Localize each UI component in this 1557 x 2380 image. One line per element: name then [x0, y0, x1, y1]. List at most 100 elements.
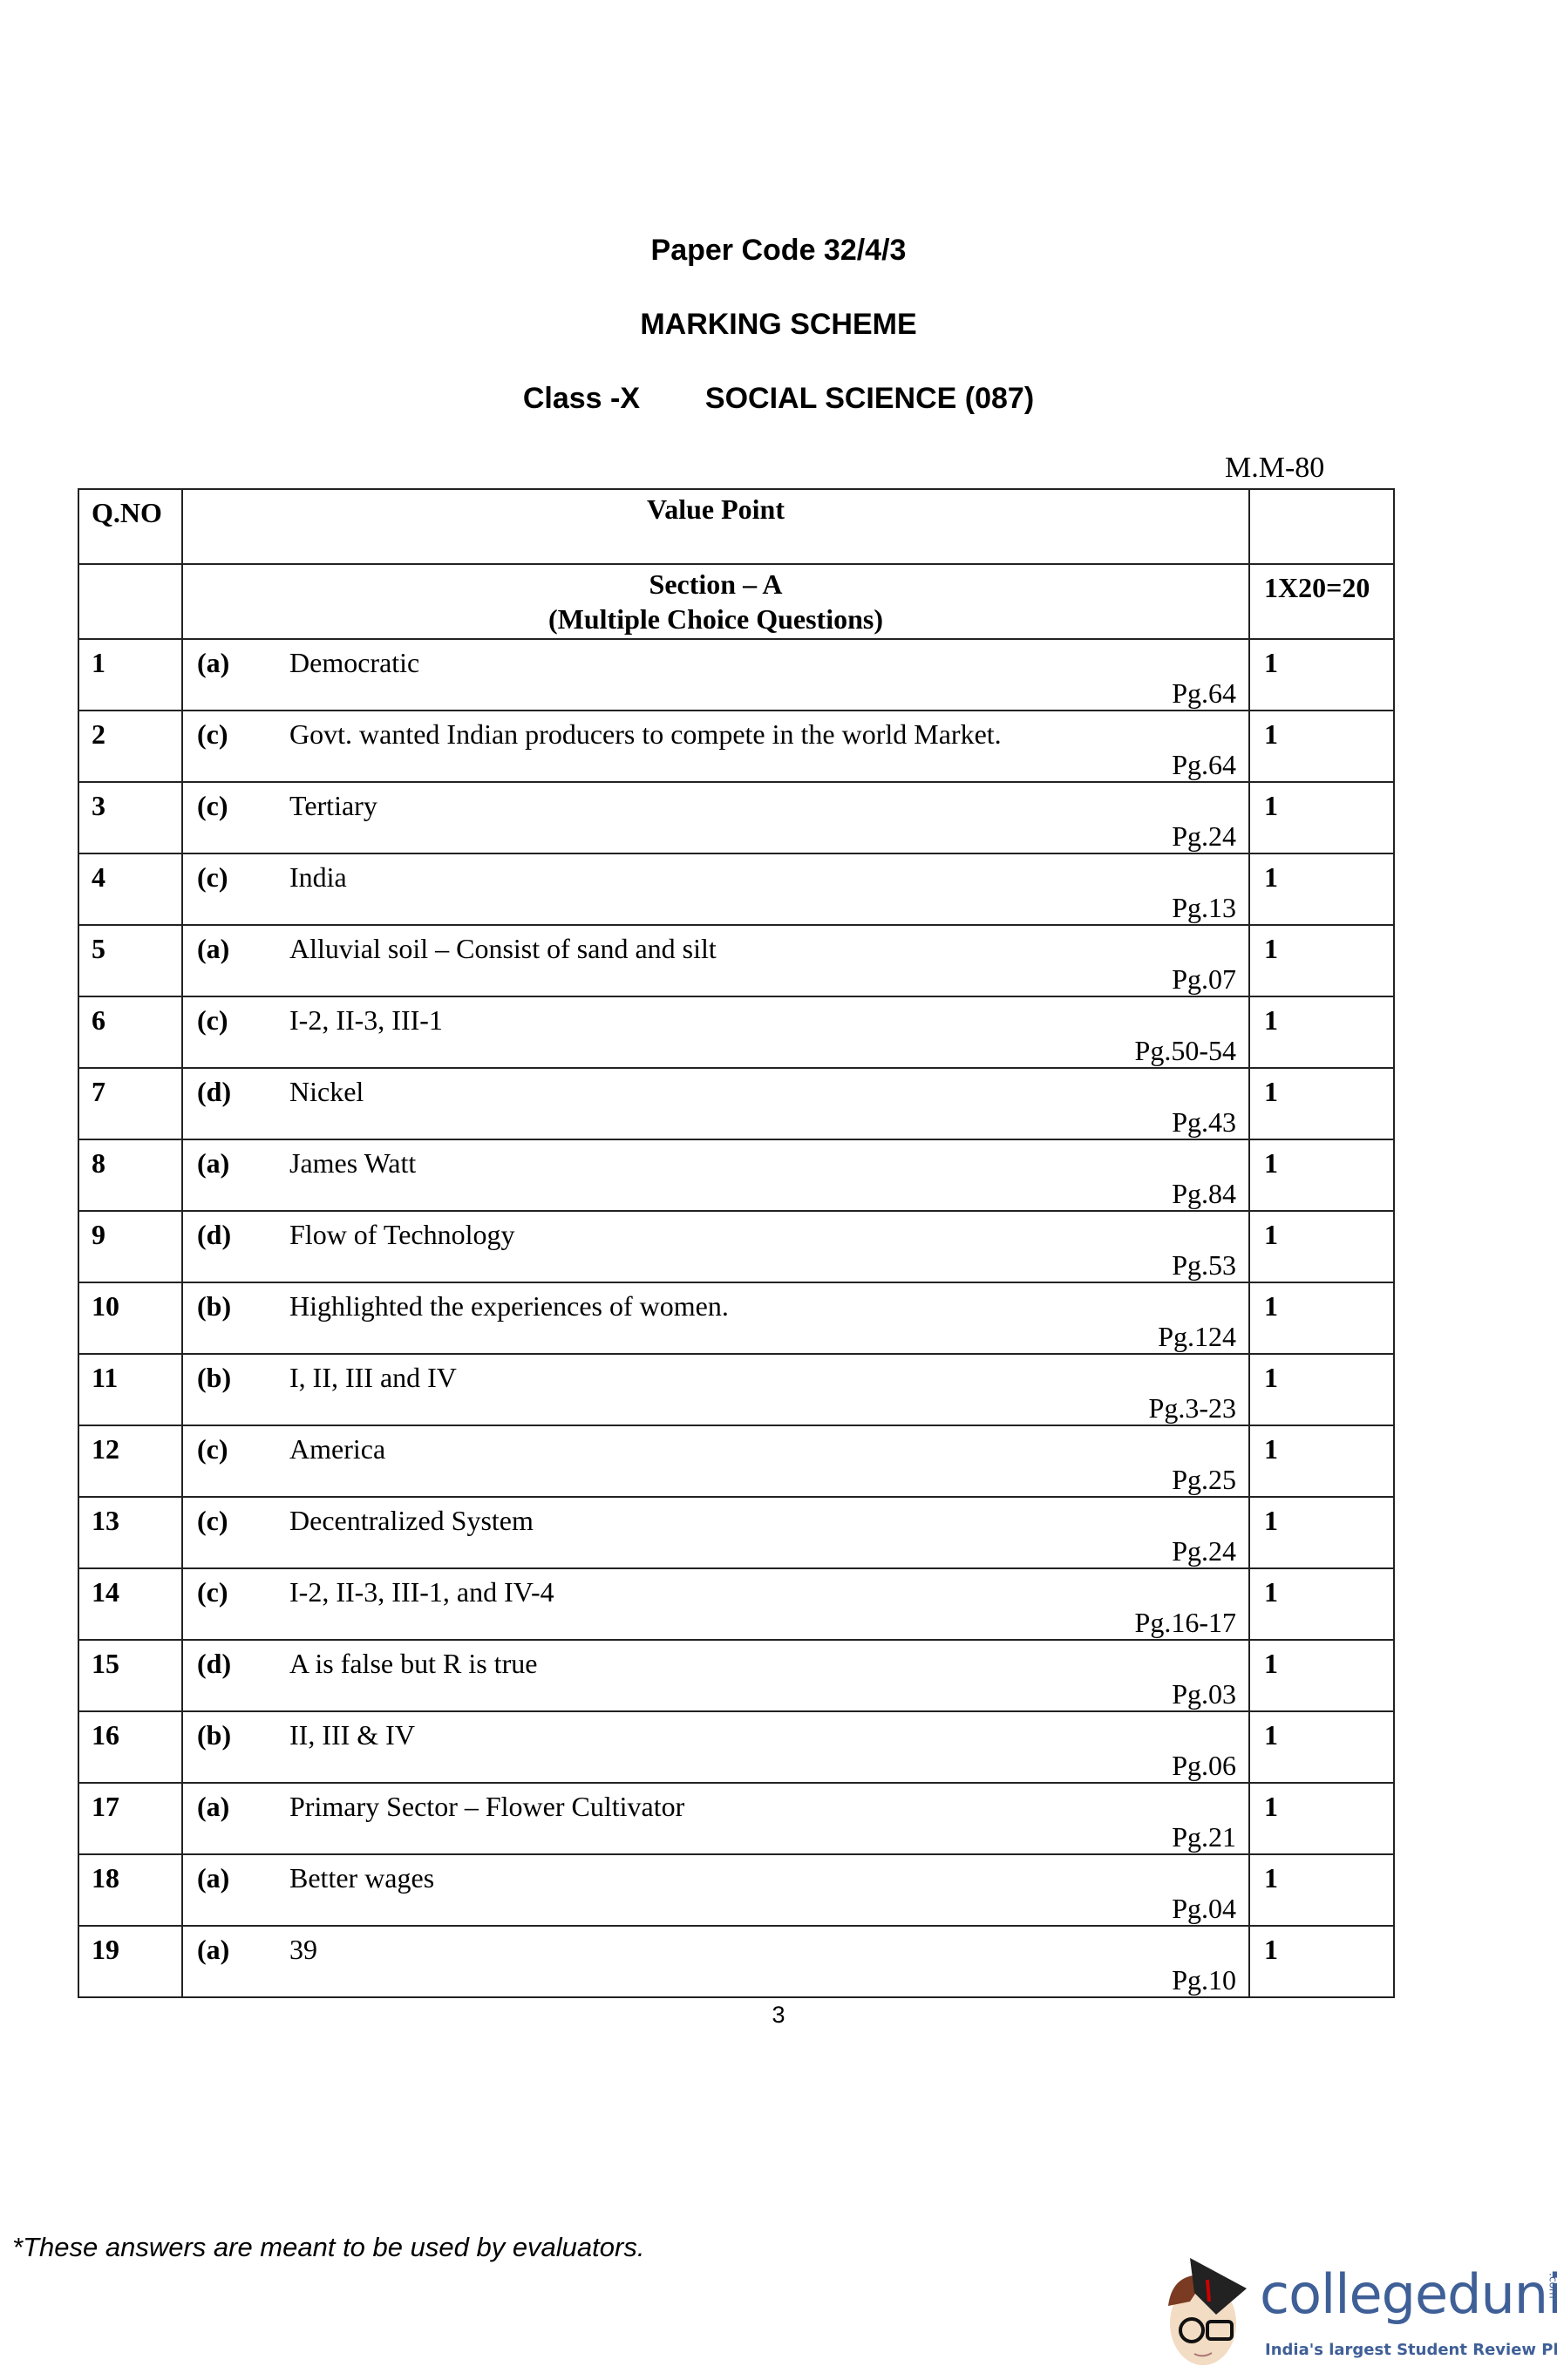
answer-text: Decentralized System: [289, 1505, 534, 1536]
subject-label: SOCIAL SCIENCE (087): [704, 382, 1035, 415]
section-title-cell: Section – A (Multiple Choice Questions): [181, 563, 1250, 640]
marks-header: [1248, 488, 1395, 565]
marks: 1: [1248, 781, 1395, 854]
question-number: 11: [78, 1353, 183, 1426]
answer-text: Tertiary: [289, 790, 377, 821]
answer-cell: (c) I-2, II-3, III-1 Pg.50-54: [181, 996, 1250, 1069]
answer-text: America: [289, 1433, 386, 1465]
table-row: 3 (c) Tertiary Pg.24 1: [78, 781, 1395, 854]
question-number: 16: [78, 1710, 183, 1784]
answer-option: (d): [197, 1219, 232, 1250]
answer-text: India: [289, 861, 347, 893]
page-reference: Pg.07: [1172, 963, 1236, 995]
logo-brand: collegedunia: [1260, 2262, 1557, 2326]
page-reference: Pg.10: [1172, 1964, 1236, 1996]
question-number: 12: [78, 1425, 183, 1498]
answer-cell: (a) Primary Sector – Flower Cultivator P…: [181, 1782, 1250, 1855]
answer-option: (a): [197, 1147, 230, 1179]
answer-cell: (a) Alluvial soil – Consist of sand and …: [181, 924, 1250, 997]
question-number: 14: [78, 1567, 183, 1641]
answer-option: (a): [197, 1934, 230, 1965]
class-subject-line: Class -X SOCIAL SCIENCE (087): [0, 382, 1557, 416]
answer-cell: (c) I-2, II-3, III-1, and IV-4 Pg.16-17: [181, 1567, 1250, 1641]
marks: 1: [1248, 1067, 1395, 1140]
value-point-header: Value Point: [181, 488, 1250, 565]
table-row: 18 (a) Better wages Pg.04 1: [78, 1853, 1395, 1927]
answer-text: A is false but R is true: [289, 1648, 538, 1679]
page-reference: Pg.13: [1172, 892, 1236, 923]
answer-cell: (c) Decentralized System Pg.24: [181, 1496, 1250, 1569]
marks: 1: [1248, 1710, 1395, 1784]
question-number: 18: [78, 1853, 183, 1927]
answer-option: (c): [197, 790, 228, 821]
marks: 1: [1248, 1139, 1395, 1212]
table-row: 9 (d) Flow of Technology Pg.53 1: [78, 1210, 1395, 1283]
answer-text: Nickel: [289, 1076, 364, 1107]
page-reference: Pg.53: [1172, 1249, 1236, 1281]
answer-text: Highlighted the experiences of women.: [289, 1290, 729, 1322]
answer-text: I-2, II-3, III-1, and IV-4: [289, 1576, 554, 1608]
page-reference: Pg.124: [1158, 1321, 1236, 1352]
answer-cell: (a) James Watt Pg.84: [181, 1139, 1250, 1212]
mascot-icon: [1168, 2258, 1247, 2365]
marks: 1: [1248, 1567, 1395, 1641]
page-reference: Pg.3-23: [1148, 1392, 1236, 1424]
question-number: 17: [78, 1782, 183, 1855]
question-number: 6: [78, 996, 183, 1069]
question-number: 5: [78, 924, 183, 997]
question-number: 15: [78, 1639, 183, 1712]
page-reference: Pg.25: [1172, 1464, 1236, 1495]
question-number: 8: [78, 1139, 183, 1212]
answer-cell: (c) Govt. wanted Indian producers to com…: [181, 710, 1250, 783]
max-marks: M.M-80: [1225, 452, 1325, 484]
answer-option: (d): [197, 1648, 232, 1679]
paper-code: Paper Code 32/4/3: [650, 234, 907, 267]
answer-text: Primary Sector – Flower Cultivator: [289, 1791, 685, 1822]
page-reference: Pg.24: [1172, 820, 1236, 852]
answer-cell: (a) Better wages Pg.04: [181, 1853, 1250, 1927]
page-reference: Pg.04: [1172, 1893, 1236, 1924]
table-row: 12 (c) America Pg.25 1: [78, 1425, 1395, 1498]
section-subtitle: (Multiple Choice Questions): [548, 603, 883, 635]
answer-cell: (a) 39 Pg.10: [181, 1925, 1250, 1998]
answer-cell: (d) A is false but R is true Pg.03: [181, 1639, 1250, 1712]
answer-cell: (d) Flow of Technology Pg.53: [181, 1210, 1250, 1283]
answer-cell: (b) Highlighted the experiences of women…: [181, 1282, 1250, 1355]
page-reference: Pg.06: [1172, 1750, 1236, 1781]
marks: 1: [1248, 638, 1395, 711]
marks: 1: [1248, 1853, 1395, 1927]
answer-text: Democratic: [289, 647, 420, 678]
table-row: 5 (a) Alluvial soil – Consist of sand an…: [78, 924, 1395, 997]
table-row: 13 (c) Decentralized System Pg.24 1: [78, 1496, 1395, 1569]
logo-tagline: India's largest Student Review Platform: [1265, 2341, 1557, 2359]
table-row: 8 (a) James Watt Pg.84 1: [78, 1139, 1395, 1212]
table-row: 11 (b) I, II, III and IV Pg.3-23 1: [78, 1353, 1395, 1426]
page-reference: Pg.64: [1172, 749, 1236, 780]
answer-text: Better wages: [289, 1862, 435, 1894]
answer-text: Alluvial soil – Consist of sand and silt: [289, 933, 717, 964]
answer-text: James Watt: [289, 1147, 417, 1179]
answer-cell: (a) Democratic Pg.64: [181, 638, 1250, 711]
page-reference: Pg.21: [1172, 1821, 1236, 1853]
marks: 1: [1248, 1496, 1395, 1569]
table-row: 17 (a) Primary Sector – Flower Cultivato…: [78, 1782, 1395, 1855]
marks: 1: [1248, 1425, 1395, 1498]
answer-option: (c): [197, 1004, 228, 1036]
table-row: 7 (d) Nickel Pg.43 1: [78, 1067, 1395, 1140]
answer-option: (c): [197, 1505, 228, 1536]
page-reference: Pg.03: [1172, 1678, 1236, 1710]
question-number: 4: [78, 853, 183, 926]
marks: 1: [1248, 1925, 1395, 1998]
question-number: 19: [78, 1925, 183, 1998]
question-number: 9: [78, 1210, 183, 1283]
table-header-row: Q.NO Value Point: [78, 488, 1395, 565]
answer-cell: (c) India Pg.13: [181, 853, 1250, 926]
table-row: 19 (a) 39 Pg.10 1: [78, 1925, 1395, 1998]
question-number: 2: [78, 710, 183, 783]
marks: 1: [1248, 1782, 1395, 1855]
table-row: 1 (a) Democratic Pg.64 1: [78, 638, 1395, 711]
answer-option: (c): [197, 1576, 228, 1608]
answer-option: (a): [197, 647, 230, 678]
answer-option: (c): [197, 1433, 228, 1465]
answer-option: (a): [197, 1791, 230, 1822]
